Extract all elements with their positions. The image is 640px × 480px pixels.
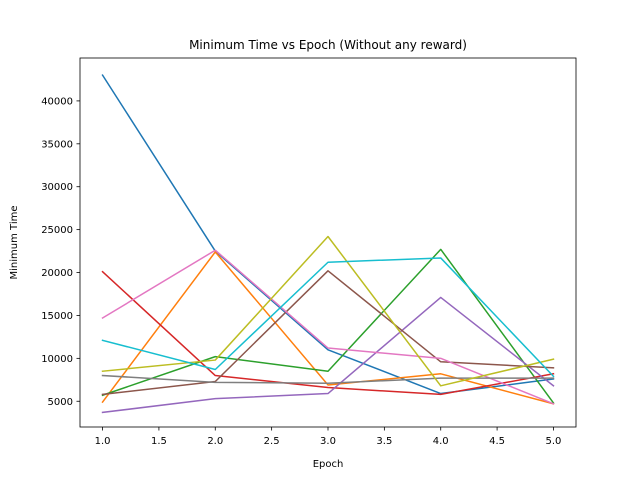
x-axis-label: Epoch [313, 459, 344, 470]
series-layer [101, 74, 555, 414]
plot-area [79, 57, 577, 428]
y-tick-label: 10000 [41, 354, 73, 365]
x-tick-label: 2.0 [207, 436, 223, 447]
y-tick-label: 20000 [41, 268, 73, 279]
y-tick-label: 30000 [41, 182, 73, 193]
x-tick-label: 4.0 [433, 436, 449, 447]
y-tick-label: 5000 [48, 397, 73, 408]
series-line-3 [101, 248, 555, 405]
y-tick-label: 25000 [41, 225, 73, 236]
series-line-5 [101, 296, 555, 414]
series-line-2 [101, 251, 555, 405]
x-tick-label: 5.0 [546, 436, 562, 447]
x-tick-label: 1.5 [151, 436, 167, 447]
x-axis: 1.0 1.5 2.0 2.5 3.0 3.5 4.0 4.5 5.0 [95, 427, 562, 447]
series-line-4 [101, 270, 555, 396]
series-line-9 [101, 235, 555, 387]
x-tick-label: 4.5 [489, 436, 505, 447]
series-line-8 [101, 374, 555, 384]
y-tick-label: 15000 [41, 311, 73, 322]
series-line-10 [101, 257, 555, 378]
y-tick-label: 35000 [41, 139, 73, 150]
series-line-6 [101, 270, 555, 396]
x-tick-label: 1.0 [95, 436, 111, 447]
x-tick-label: 3.5 [376, 436, 392, 447]
y-axis: 5000 10000 15000 20000 25000 30000 35000 40000 [41, 96, 80, 408]
y-tick-label: 40000 [41, 96, 73, 107]
series-line-7 [101, 249, 555, 405]
y-axis-label: Minimum Time [9, 206, 20, 280]
x-tick-label: 2.5 [264, 436, 280, 447]
chart-title: Minimum Time vs Epoch (Without any rewar… [189, 38, 467, 52]
series-line-1 [101, 74, 555, 395]
x-tick-label: 3.0 [320, 436, 336, 447]
